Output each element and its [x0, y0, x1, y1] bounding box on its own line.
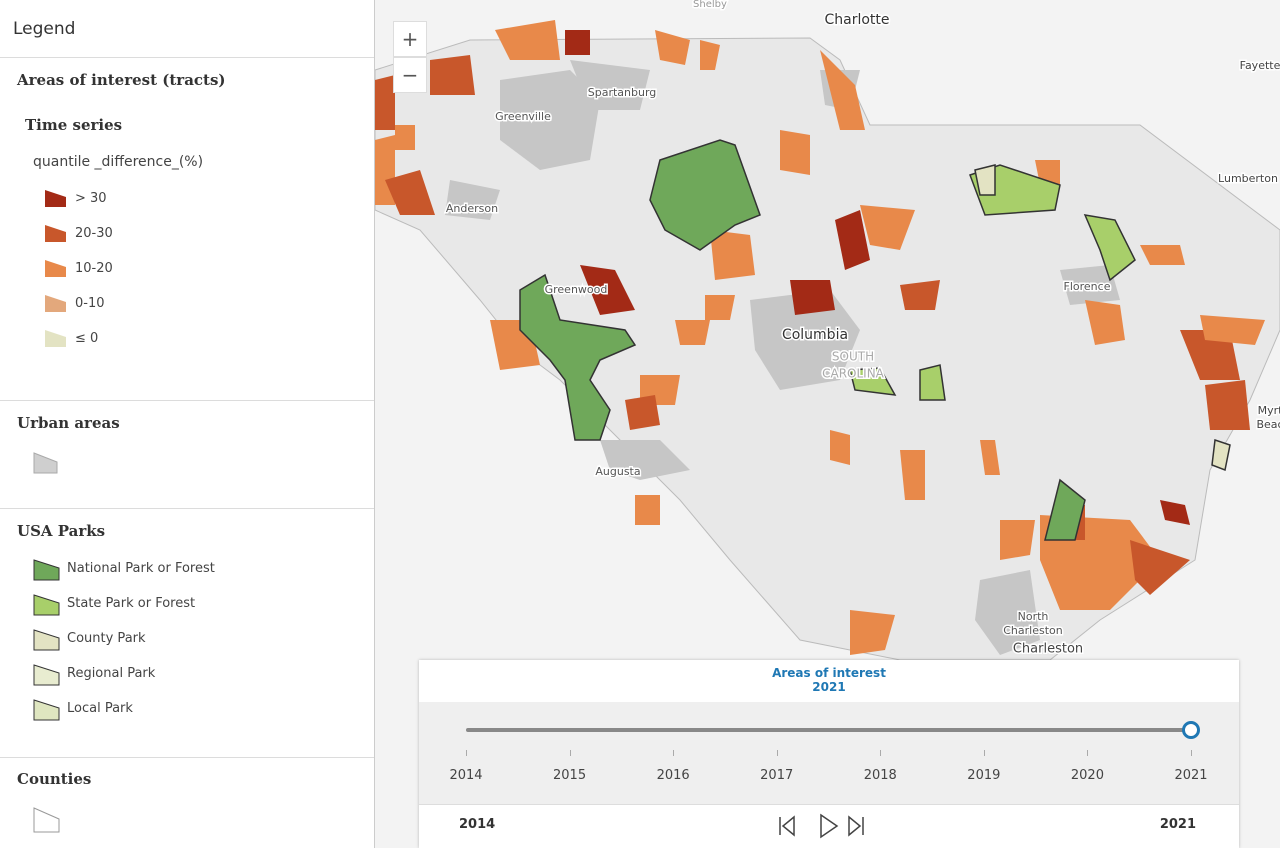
tick-label: 2020 [1070, 768, 1104, 783]
map-label: SOUTH [832, 350, 874, 364]
tick-label: 2014 [449, 768, 483, 783]
slider-thumb[interactable] [1182, 721, 1200, 739]
map-label: Shelby [693, 0, 727, 10]
map-label: Charlotte [824, 12, 889, 28]
layer-name: Areas of interest [772, 666, 886, 680]
legend-label: 0-10 [75, 296, 105, 311]
legend-swatch [45, 330, 66, 347]
tick-mark [880, 750, 882, 756]
urban-swatch [33, 452, 58, 474]
legend-title: Legend [13, 19, 76, 39]
swatch-shape [45, 330, 66, 347]
map-label: Spartanburg [588, 86, 657, 99]
map-label: Myrt [1258, 404, 1280, 417]
map-label: CAROLINA [822, 367, 885, 381]
tick-label: 2021 [1174, 768, 1208, 783]
zoom-out-button[interactable]: − [393, 57, 427, 93]
swatch-shape [33, 629, 60, 651]
map-label: Augusta [595, 465, 640, 478]
swatch-shape [33, 594, 60, 616]
tick-label: 2018 [863, 768, 897, 783]
legend-label: > 30 [75, 191, 107, 206]
tick-mark [673, 750, 675, 756]
previous-button[interactable] [779, 815, 795, 837]
current-time: 2021 [812, 680, 846, 694]
legend-label: Regional Park [67, 666, 156, 681]
legend-swatch [45, 260, 66, 277]
legend-swatch [33, 629, 60, 651]
tick-label: 2019 [967, 768, 1001, 783]
subtitle: Time series [25, 116, 123, 134]
slider-track-area [419, 702, 1239, 804]
legend-label: County Park [67, 631, 146, 646]
tick-label: 2016 [656, 768, 690, 783]
urban-areas [445, 60, 1120, 655]
legend-swatch [45, 190, 66, 207]
legend-label: National Park or Forest [67, 561, 215, 576]
legend-label: 20-30 [75, 226, 113, 241]
field-name: quantile _difference_(%) [33, 154, 204, 170]
section-title: Urban areas [17, 414, 120, 432]
map-label: Lumberton [1218, 172, 1278, 185]
tick-mark [983, 750, 985, 756]
tick-mark [569, 750, 571, 756]
swatch-shape [45, 260, 66, 277]
section-title: USA Parks [17, 522, 106, 540]
legend-label: State Park or Forest [67, 596, 196, 611]
tick-mark [776, 750, 778, 756]
start-label: 2014 [459, 817, 496, 832]
play-button[interactable] [820, 813, 839, 839]
legend-label: ≤ 0 [75, 331, 99, 346]
tick-mark [1087, 750, 1089, 756]
map-label: Fayette [1240, 59, 1280, 72]
tick-label: 2017 [760, 768, 794, 783]
swatch-shape [33, 699, 60, 721]
map-label: Greenwood [545, 283, 608, 296]
map-label: Charleston [1003, 624, 1063, 637]
playback-controls [779, 813, 864, 839]
section-title: Areas of interest (tracts) [17, 71, 226, 89]
time-slider: Areas of interest 2021 2014 2015 2016 2017 2… [419, 660, 1239, 848]
slider-track [466, 728, 1191, 732]
legend-swatch [33, 664, 60, 686]
tick-label: 2015 [553, 768, 587, 783]
slider-title: Areas of interest 2021 [419, 666, 1239, 694]
map-label: Charleston [1013, 642, 1083, 657]
map-label: Columbia [782, 327, 848, 343]
legend-swatch [45, 295, 66, 312]
next-button[interactable] [848, 815, 864, 837]
legend-panel: Legend Areas of interest (tracts) Time s… [0, 0, 375, 848]
legend-swatch [33, 594, 60, 616]
swatch-shape [45, 225, 66, 242]
legend-label: Local Park [67, 701, 133, 716]
swatch-shape [45, 190, 66, 207]
tick-mark [1191, 750, 1192, 756]
zoom-in-button[interactable]: + [393, 21, 427, 57]
swatch-shape [33, 664, 60, 686]
parks [519, 139, 1231, 541]
map-label: Beac [1256, 418, 1280, 431]
map-label: Florence [1064, 280, 1111, 293]
county-swatch [33, 807, 60, 833]
legend-swatch [45, 225, 66, 242]
swatch-shape [33, 559, 60, 581]
map-label: Anderson [446, 202, 498, 215]
section-title: Counties [17, 770, 92, 788]
swatch-shape [45, 295, 66, 312]
legend-swatch [33, 559, 60, 581]
map-label: Greenville [495, 110, 551, 123]
map-label: North [1018, 610, 1049, 623]
legend-label: 10-20 [75, 261, 113, 276]
map: Shelby Charlotte Fayette Lumberton Spartanbu… [375, 0, 1280, 661]
end-label: 2021 [1159, 817, 1196, 832]
legend-swatch [33, 699, 60, 721]
tick-mark [466, 750, 467, 756]
